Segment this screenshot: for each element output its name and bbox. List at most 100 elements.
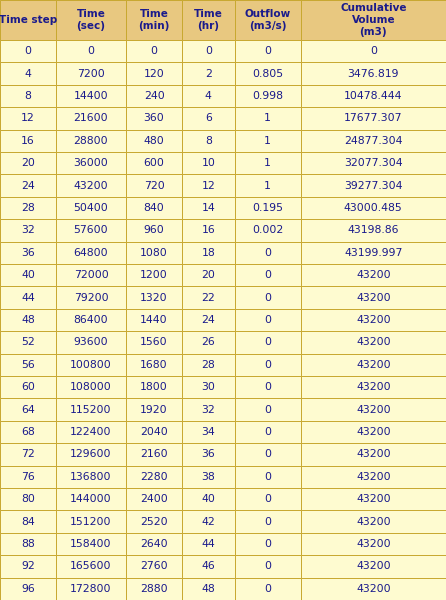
Bar	[126, 219, 182, 242]
Text: 43200: 43200	[356, 337, 391, 347]
Bar	[235, 443, 301, 466]
Text: 480: 480	[144, 136, 165, 146]
Bar	[182, 197, 235, 219]
Bar	[182, 421, 235, 443]
Bar	[56, 398, 126, 421]
Text: 36: 36	[21, 248, 35, 258]
Bar	[56, 443, 126, 466]
Text: 68: 68	[21, 427, 35, 437]
Bar	[126, 175, 182, 197]
Bar	[301, 107, 446, 130]
Bar	[0, 0, 56, 40]
Text: 52: 52	[21, 337, 35, 347]
Bar	[182, 286, 235, 309]
Text: Outflow
(m3/s): Outflow (m3/s)	[244, 9, 291, 31]
Text: 0.998: 0.998	[252, 91, 283, 101]
Text: 43200: 43200	[356, 472, 391, 482]
Text: 1680: 1680	[140, 360, 168, 370]
Text: 4: 4	[25, 68, 31, 79]
Bar	[182, 264, 235, 286]
Bar	[301, 197, 446, 219]
Text: 60: 60	[21, 382, 35, 392]
Text: 0: 0	[264, 584, 271, 594]
Text: 151200: 151200	[70, 517, 112, 527]
Bar	[0, 85, 56, 107]
Text: 42: 42	[202, 517, 215, 527]
Bar	[0, 353, 56, 376]
Bar	[235, 286, 301, 309]
Text: Time
(sec): Time (sec)	[76, 9, 106, 31]
Text: 0: 0	[264, 382, 271, 392]
Text: 165600: 165600	[70, 562, 112, 571]
Bar	[126, 107, 182, 130]
Bar	[235, 107, 301, 130]
Bar	[126, 488, 182, 511]
Bar	[301, 488, 446, 511]
Bar	[0, 242, 56, 264]
Text: 7200: 7200	[77, 68, 105, 79]
Text: 2040: 2040	[140, 427, 168, 437]
Text: 2400: 2400	[140, 494, 168, 504]
Bar	[235, 130, 301, 152]
Text: 0: 0	[370, 46, 377, 56]
Bar	[0, 62, 56, 85]
Bar	[235, 0, 301, 40]
Text: 600: 600	[144, 158, 165, 168]
Bar	[56, 219, 126, 242]
Bar	[126, 85, 182, 107]
Text: 0.002: 0.002	[252, 226, 283, 235]
Bar	[301, 242, 446, 264]
Bar	[126, 398, 182, 421]
Text: 39277.304: 39277.304	[344, 181, 403, 191]
Text: 0: 0	[264, 494, 271, 504]
Text: 64800: 64800	[74, 248, 108, 258]
Bar	[0, 286, 56, 309]
Text: 34: 34	[202, 427, 215, 437]
Text: 93600: 93600	[74, 337, 108, 347]
Bar	[301, 175, 446, 197]
Text: 43200: 43200	[356, 517, 391, 527]
Text: 40: 40	[201, 494, 215, 504]
Text: 2520: 2520	[140, 517, 168, 527]
Bar	[301, 398, 446, 421]
Bar	[56, 130, 126, 152]
Text: 0: 0	[205, 46, 212, 56]
Bar	[182, 353, 235, 376]
Bar	[126, 242, 182, 264]
Text: 0: 0	[264, 293, 271, 302]
Text: 2: 2	[205, 68, 212, 79]
Bar	[56, 0, 126, 40]
Bar	[301, 555, 446, 578]
Text: 46: 46	[202, 562, 215, 571]
Text: 10478.444: 10478.444	[344, 91, 403, 101]
Bar	[235, 421, 301, 443]
Text: 28800: 28800	[74, 136, 108, 146]
Text: 43200: 43200	[356, 494, 391, 504]
Bar	[0, 533, 56, 555]
Bar	[301, 353, 446, 376]
Bar	[126, 555, 182, 578]
Text: 6: 6	[205, 113, 212, 124]
Bar	[56, 197, 126, 219]
Text: Cumulative
Volume
(m3): Cumulative Volume (m3)	[340, 4, 407, 37]
Text: 12: 12	[21, 113, 35, 124]
Text: 43199.997: 43199.997	[344, 248, 402, 258]
Text: 1440: 1440	[140, 315, 168, 325]
Text: 0: 0	[264, 562, 271, 571]
Bar	[235, 511, 301, 533]
Bar	[301, 286, 446, 309]
Bar	[126, 309, 182, 331]
Text: 18: 18	[202, 248, 215, 258]
Text: Time step: Time step	[0, 15, 57, 25]
Text: 0: 0	[264, 46, 271, 56]
Bar	[0, 488, 56, 511]
Text: 8: 8	[205, 136, 212, 146]
Text: 1200: 1200	[140, 270, 168, 280]
Bar	[56, 466, 126, 488]
Text: 30: 30	[201, 382, 215, 392]
Bar	[0, 443, 56, 466]
Text: 2280: 2280	[140, 472, 168, 482]
Text: 0: 0	[264, 472, 271, 482]
Bar	[301, 152, 446, 175]
Bar	[301, 219, 446, 242]
